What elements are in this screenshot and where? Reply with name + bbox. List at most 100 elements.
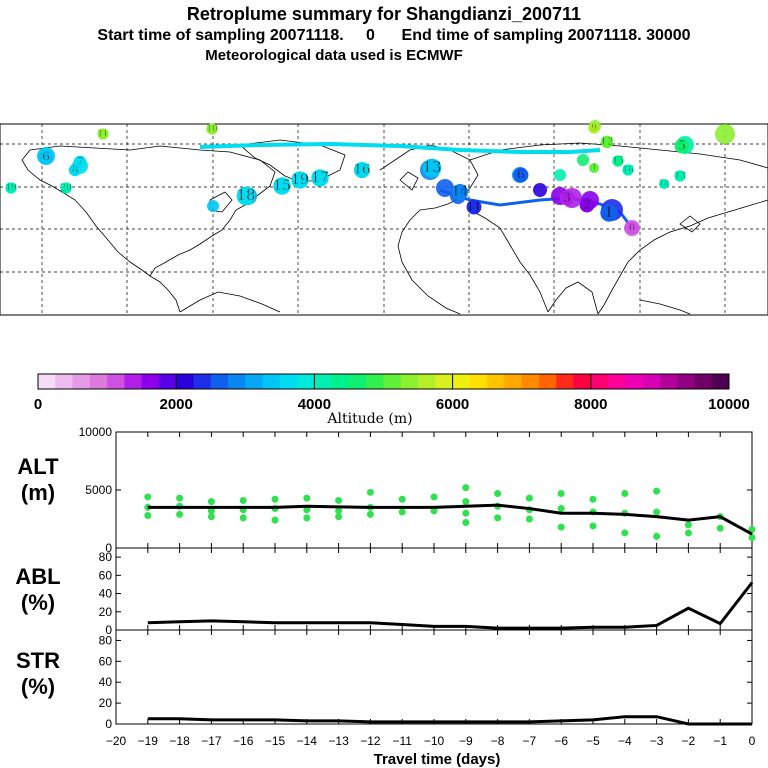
altitude-cluster-point xyxy=(589,522,597,530)
colorbar-label: Altitude (m) xyxy=(326,411,412,427)
plume-cluster-marker xyxy=(436,179,454,197)
colorbar-swatch xyxy=(711,374,730,389)
x-tick-label: −4 xyxy=(618,734,632,748)
altitude-cluster-point xyxy=(335,507,343,515)
altitude-cluster-point xyxy=(462,484,470,492)
colorbar-tick-label: 10000 xyxy=(708,396,750,413)
altitude-cluster-point xyxy=(430,493,438,501)
altitude-colorbar: 0 2000 4000 6000 8000 10000 xyxy=(34,373,750,413)
colorbar-swatch xyxy=(158,374,177,389)
altitude-cluster-point xyxy=(303,494,311,502)
altitude-cluster-point xyxy=(748,534,756,542)
x-tick-label: −10 xyxy=(424,734,445,748)
plume-cluster-marker xyxy=(715,124,735,144)
colorbar-swatch xyxy=(262,374,281,389)
y-tick-label: 60 xyxy=(99,568,113,582)
colorbar-swatch xyxy=(141,374,160,389)
colorbar-swatch xyxy=(504,374,523,389)
map-cluster-dot xyxy=(206,123,218,135)
colorbar-swatch xyxy=(348,374,367,389)
altitude-cluster-point xyxy=(176,494,184,502)
map-cluster-label: 16 xyxy=(354,163,371,178)
altitude-cluster-point xyxy=(716,524,724,532)
colorbar-swatch xyxy=(279,374,298,389)
str-line xyxy=(147,715,752,726)
altitude-line xyxy=(147,503,753,536)
x-tick-label: 0 xyxy=(749,734,756,748)
colorbar-swatch xyxy=(72,374,91,389)
colorbar-swatch xyxy=(625,374,644,389)
str-panel-title: STR xyxy=(16,648,60,673)
colorbar-swatch xyxy=(469,374,488,389)
map-cluster-dot xyxy=(600,135,614,149)
map-cluster-dot xyxy=(236,186,256,206)
altitude-cluster-point xyxy=(525,515,533,523)
x-tick-label: −3 xyxy=(650,734,664,748)
map-cluster-dot xyxy=(38,149,54,165)
map-cluster-label: 11 xyxy=(97,130,108,140)
y-tick-label: 10000 xyxy=(79,425,113,439)
map-cluster-dot xyxy=(97,128,109,140)
y-tick-label: 80 xyxy=(99,550,113,564)
x-tick-label: −8 xyxy=(491,734,505,748)
colorbar-swatch xyxy=(366,374,384,389)
x-tick-label: −6 xyxy=(554,734,568,748)
colorbar-swatch xyxy=(297,374,315,389)
y-tick-label: 40 xyxy=(99,587,113,601)
altitude-cluster-point xyxy=(653,508,661,516)
map-cluster-dot xyxy=(273,177,291,195)
x-tick-label: −5 xyxy=(586,734,600,748)
colorbar-swatch xyxy=(124,374,143,389)
colorbar-swatch xyxy=(452,374,471,389)
colorbar-swatch xyxy=(210,374,229,389)
map-cluster-label: 4 xyxy=(591,163,596,172)
panel-frame xyxy=(115,629,753,725)
map-cluster-label: 11 xyxy=(466,200,481,214)
x-tick-label: −19 xyxy=(138,734,159,748)
x-axis-label: Travel time (days) xyxy=(374,751,501,768)
alt-panel-title: ALT xyxy=(17,454,59,479)
map-cluster-dot xyxy=(353,161,371,179)
map-cluster-dot xyxy=(674,170,686,182)
map-cluster-label: 16 xyxy=(622,166,634,176)
altitude-cluster-point xyxy=(176,510,184,518)
altitude-cluster-point xyxy=(303,506,311,514)
map-cluster-label: 15 xyxy=(273,178,291,194)
altitude-cluster-point xyxy=(494,514,502,522)
altitude-cluster-point xyxy=(398,495,406,503)
map-cluster-dot xyxy=(612,155,624,167)
plume-cluster-marker xyxy=(554,169,566,181)
altitude-cluster-point xyxy=(462,518,470,526)
colorbar-tick-label: 6000 xyxy=(436,396,469,413)
altitude-cluster-point xyxy=(748,525,756,533)
x-tick-label: −7 xyxy=(523,734,537,748)
colorbar-tick-label: 4000 xyxy=(298,396,331,413)
colorbar-swatch xyxy=(694,374,713,389)
colorbar-swatch xyxy=(107,374,125,389)
map-cluster-label: 18 xyxy=(659,179,669,188)
altitude-cluster-point xyxy=(684,521,692,529)
map-cluster-dot xyxy=(513,167,529,183)
x-tick-label: −1 xyxy=(713,734,727,748)
y-tick-label: 0 xyxy=(105,541,112,555)
altitude-cluster-point xyxy=(525,494,533,502)
map-cluster-label: 12 xyxy=(601,137,614,148)
altitude-cluster-point xyxy=(589,495,597,503)
map-cluster-label: 2 xyxy=(583,198,591,212)
str-panel-unit: (%) xyxy=(21,674,55,699)
map-cluster-label: 6 xyxy=(517,168,525,182)
y-tick-label: 20 xyxy=(99,605,113,619)
colorbar-swatch xyxy=(590,374,609,389)
map-cluster-label: 18 xyxy=(236,186,255,204)
map-cluster-dot xyxy=(291,171,309,189)
map-cluster-label: 7 xyxy=(77,157,83,168)
map-cluster-dot xyxy=(422,158,442,178)
colorbar-tick-label: 8000 xyxy=(574,396,607,413)
x-tick-label: −20 xyxy=(106,734,127,748)
x-tick-label: −15 xyxy=(265,734,286,748)
altitude-cluster-point xyxy=(462,498,470,506)
map-cluster-label: 19 xyxy=(291,172,309,188)
altitude-cluster-point xyxy=(239,514,247,522)
x-tick-label: −13 xyxy=(328,734,349,748)
colorbar-swatch xyxy=(176,374,194,389)
